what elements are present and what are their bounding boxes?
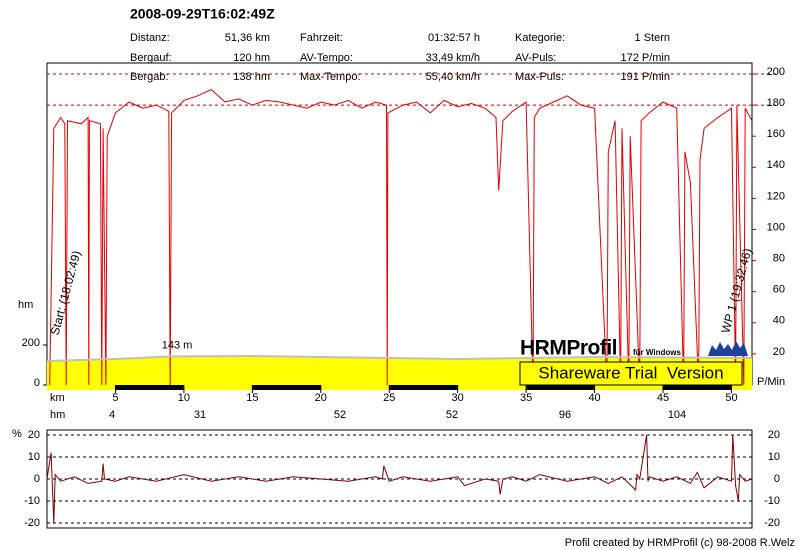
y-tick-label-right: 20 — [768, 429, 780, 441]
data-line — [49, 89, 753, 386]
axis-strip-segment — [526, 385, 595, 390]
x-tick-label: 40 — [588, 392, 600, 404]
stat-label: Bergauf: — [130, 52, 172, 64]
stat-label: AV-Tempo: — [300, 52, 353, 64]
y-tick-label-right: -20 — [764, 517, 780, 529]
climb-value: 52 — [334, 409, 346, 421]
stat-value: 33,49 km/h — [426, 52, 480, 64]
x-tick-label: 5 — [112, 392, 118, 404]
stat-label: AV-Puls: — [515, 52, 556, 64]
stat-value: 51,36 km — [225, 32, 270, 44]
y2-tick-label: 180 — [767, 97, 785, 109]
x-tick-label: 50 — [725, 392, 737, 404]
y2-tick-label: 140 — [767, 159, 785, 171]
stat-label: Kategorie: — [515, 32, 565, 44]
climb-value: 52 — [446, 409, 458, 421]
y-tick-label: 0 — [34, 473, 40, 485]
y-tick-label-right: -10 — [764, 495, 780, 507]
y-tick-label: 10 — [28, 451, 40, 463]
climb-value: 4 — [109, 409, 115, 421]
watermark-banner: Shareware Trial Version — [538, 363, 723, 382]
altitude-line — [46, 354, 753, 362]
title: 2008-09-29T16:02:49Z — [130, 6, 275, 22]
data-line — [46, 434, 753, 524]
y2-axis-label: P/Min — [757, 376, 785, 388]
x-tick-label: 30 — [452, 392, 464, 404]
stat-value: 01:32:57 h — [428, 32, 480, 44]
climb-value: 31 — [194, 409, 206, 421]
footer: Profil created by HRMProfil (c) 98-2008 … — [565, 537, 795, 549]
x-tick-label: 15 — [246, 392, 258, 404]
x-tick-label: 25 — [383, 392, 395, 404]
y2-tick-label: 160 — [767, 128, 785, 140]
watermark-graphic — [708, 341, 748, 356]
climb-value: 96 — [559, 409, 571, 421]
altitude-annotation: 143 m — [162, 339, 193, 351]
axis-strip-segment — [389, 385, 458, 390]
y-tick-label-right: 10 — [768, 451, 780, 463]
y-axis-label: hm — [18, 299, 33, 311]
climb-value: 104 — [668, 409, 686, 421]
stat-label: Bergab: — [130, 71, 169, 83]
stat-value: 138 hm — [233, 71, 270, 83]
stat-label: Max-Puls: — [515, 71, 564, 83]
x-tick-label: 45 — [657, 392, 669, 404]
x-tick-label: 35 — [520, 392, 532, 404]
climb-row-label: hm — [50, 409, 65, 421]
y2-tick-label: 200 — [767, 66, 785, 78]
y2-tick-label: 100 — [767, 221, 785, 233]
axis-strip-segment — [115, 385, 184, 390]
stat-value: 120 hm — [233, 52, 270, 64]
y-tick-label: -10 — [24, 495, 40, 507]
stat-label: Fahrzeit: — [300, 32, 343, 44]
stat-label: Distanz: — [130, 32, 170, 44]
axis-strip-segment — [252, 385, 321, 390]
y2-tick-label: 20 — [773, 346, 785, 358]
y2-tick-label: 80 — [773, 253, 785, 265]
x-axis-label: km — [50, 392, 65, 404]
y-tick-label: 20 — [28, 429, 40, 441]
y-tick-label: -20 — [24, 517, 40, 529]
x-tick-label: 20 — [315, 392, 327, 404]
y-tick-label-right: 0 — [774, 473, 780, 485]
stat-value: 191 P/min — [620, 71, 670, 83]
y2-tick-label: 60 — [773, 284, 785, 296]
y-tick-label: 0 — [34, 377, 40, 389]
watermark-subtitle: für Windows — [633, 348, 681, 357]
stat-value: 1 Stern — [635, 32, 670, 44]
y-axis-label: % — [12, 428, 22, 440]
watermark-logo: HRMProfil — [520, 337, 617, 360]
x-tick-label: 10 — [178, 392, 190, 404]
y-tick-label: 200 — [22, 337, 40, 349]
y2-tick-label: 120 — [767, 190, 785, 202]
watermark-banner-box — [519, 361, 743, 386]
y2-tick-label: 40 — [773, 315, 785, 327]
stat-label: Max-Tempo: — [300, 71, 361, 83]
stat-value: 172 P/min — [620, 52, 670, 64]
stat-value: 55,40 km/h — [426, 71, 480, 83]
axis-strip-segment — [663, 385, 732, 390]
